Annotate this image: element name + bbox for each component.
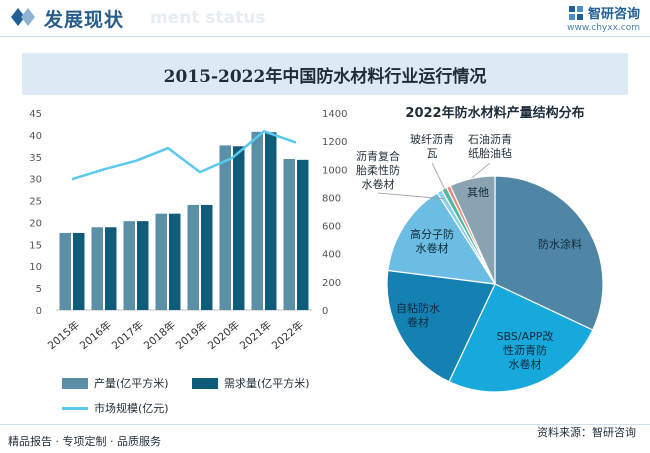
y-left-tick-label: 40 bbox=[29, 131, 42, 142]
x-tick-label: 2021年 bbox=[237, 318, 274, 352]
pie-slice-label-line: 防水涂料 bbox=[538, 237, 582, 251]
y-right-tick-label: 1000 bbox=[322, 165, 347, 176]
pie-slice-label-line: 高分子防 bbox=[410, 227, 454, 241]
y-left-tick-label: 10 bbox=[29, 262, 42, 273]
footer-divider bbox=[0, 424, 650, 425]
brand-url: www.chyxx.com bbox=[567, 23, 640, 33]
y-right-tick-label: 0 bbox=[322, 306, 328, 317]
bar-demand bbox=[265, 132, 277, 310]
y-left-tick-label: 35 bbox=[29, 153, 42, 164]
pie-slice bbox=[494, 175, 604, 331]
brand-logo-icon bbox=[568, 5, 583, 20]
legend-item-demand: 需求量(亿平方米) bbox=[192, 375, 310, 391]
x-tick-label: 2018年 bbox=[141, 318, 178, 352]
y-left-tick-label: 20 bbox=[29, 218, 42, 229]
header-bar: 发展现状 ment status 智研咨询 www.chyxx.com bbox=[0, 0, 650, 36]
y-left-tick-label: 25 bbox=[29, 197, 42, 208]
pie-slice-label-line: 卷材 bbox=[407, 315, 429, 329]
y-left-tick-label: 0 bbox=[36, 306, 42, 317]
bar-demand bbox=[169, 213, 181, 310]
brand-name: 智研咨询 bbox=[587, 7, 640, 22]
legend-item-market: 市场规模(亿元) bbox=[62, 400, 169, 416]
bar-production bbox=[91, 227, 103, 310]
bar-demand bbox=[201, 204, 213, 310]
bar-demand bbox=[73, 232, 85, 310]
pie-slice-label: 沥青复合胎柔性防水卷材 bbox=[356, 149, 400, 191]
legend-swatch-demand bbox=[192, 377, 218, 389]
pie-slice-label-line: 纸胎油毡 bbox=[468, 146, 512, 160]
pie-slice-label-line: SBS/APP改 bbox=[497, 329, 554, 343]
legend-label-market: 市场规模(亿元) bbox=[94, 402, 169, 415]
bar-demand bbox=[105, 227, 117, 310]
legend-swatch-market bbox=[62, 406, 88, 410]
bar-production bbox=[59, 232, 71, 310]
section-subtitle-ghost: ment status bbox=[150, 8, 266, 28]
section-title: 发展现状 bbox=[44, 9, 125, 31]
x-tick-label: 2022年 bbox=[269, 318, 306, 352]
y-right-tick-label: 800 bbox=[322, 193, 341, 204]
legend-label-production: 产量(亿平方米) bbox=[94, 377, 169, 390]
pie-slice-label-line: 水卷材 bbox=[416, 241, 449, 255]
pie-slice-label-line: 瓦 bbox=[427, 147, 438, 160]
pie-slice bbox=[449, 175, 496, 285]
legend-item-production: 产量(亿平方米) bbox=[62, 375, 169, 391]
main-title: 2015-2022年中国防水材料行业运行情况 bbox=[22, 53, 628, 95]
pie-slice-label: 玻纤沥青瓦 bbox=[410, 133, 454, 160]
y-right-tick-label: 200 bbox=[322, 278, 341, 289]
bar-demand bbox=[297, 159, 309, 310]
pie-slice-label: SBS/APP改性沥青防水卷材 bbox=[497, 329, 554, 371]
pie-slice-label: 自粘防水卷材 bbox=[396, 301, 440, 329]
pie-slice-label: 高分子防水卷材 bbox=[410, 227, 454, 255]
pie-slice-label-line: 胎柔性防 bbox=[356, 163, 400, 177]
y-left-tick-label: 45 bbox=[29, 109, 42, 120]
line-market-size bbox=[71, 130, 297, 181]
pie-slice-label-line: 自粘防水 bbox=[396, 301, 440, 315]
pie-slice bbox=[387, 191, 497, 285]
bar-production bbox=[155, 213, 167, 310]
legend-swatch-production bbox=[62, 377, 88, 389]
bar-production bbox=[251, 131, 263, 310]
y-right-tick-label: 600 bbox=[322, 222, 341, 233]
y-left-tick-label: 15 bbox=[29, 240, 42, 251]
bar-demand bbox=[137, 221, 149, 310]
bar-production bbox=[219, 145, 231, 310]
pie-slice-label-line: 水卷材 bbox=[509, 357, 542, 371]
pie-title: 2022年防水材料产量结构分布 bbox=[405, 105, 584, 121]
x-tick-label: 2019年 bbox=[173, 318, 210, 352]
y-left-tick-label: 5 bbox=[36, 284, 42, 295]
pie-slice-label-line: 其他 bbox=[467, 186, 489, 199]
x-tick-label: 2016年 bbox=[77, 318, 114, 352]
pie-slice-label-line: 性沥青防 bbox=[503, 343, 547, 357]
pie-slice bbox=[448, 283, 594, 393]
y-right-tick-label: 400 bbox=[322, 250, 341, 261]
bar-production bbox=[187, 204, 199, 310]
source-note: 资料来源：智研咨询 bbox=[537, 426, 636, 439]
bar-production bbox=[123, 221, 135, 310]
y-right-tick-label: 1400 bbox=[322, 109, 347, 120]
pie-slice-label-line: 玻纤沥青 bbox=[410, 133, 454, 146]
pie-slice-label-line: 石油沥青 bbox=[468, 132, 512, 146]
x-tick-label: 2015年 bbox=[45, 318, 82, 352]
bar-production bbox=[283, 158, 295, 310]
pie-slice-label: 其他 bbox=[467, 186, 489, 199]
pie-slice-label-line: 水卷材 bbox=[362, 177, 395, 191]
y-left-tick-label: 30 bbox=[29, 175, 42, 186]
pie-slice-label: 防水涂料 bbox=[538, 237, 582, 251]
header-divider bbox=[0, 36, 650, 37]
pie-slice bbox=[386, 269, 496, 383]
pie-leader-line bbox=[431, 162, 449, 197]
pie-leader-line bbox=[377, 192, 444, 200]
y-right-tick-label: 1200 bbox=[322, 137, 347, 148]
footer-tagline: 精品报告 · 专项定制 · 品质服务 bbox=[8, 435, 161, 448]
x-tick-label: 2017年 bbox=[109, 318, 146, 352]
pie-slice-label: 石油沥青纸胎油毡 bbox=[468, 132, 512, 160]
legend-label-demand: 需求量(亿平方米) bbox=[224, 377, 310, 390]
pie-slice-label-line: 沥青复合 bbox=[356, 149, 400, 163]
diamond-logo-icon bbox=[11, 8, 35, 26]
x-tick-label: 2020年 bbox=[205, 318, 242, 352]
bar-demand bbox=[233, 146, 245, 310]
brand-block: 智研咨询 www.chyxx.com bbox=[567, 3, 640, 33]
